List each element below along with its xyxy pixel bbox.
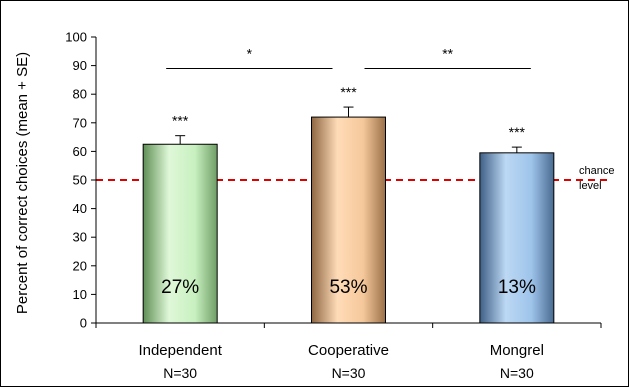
category-label: Independent <box>138 342 222 359</box>
y-tick-label: 10 <box>73 287 87 302</box>
y-tick-label: 40 <box>73 201 87 216</box>
category-sublabel: N=30 <box>332 365 366 381</box>
y-tick-label: 20 <box>73 258 87 273</box>
comparison-brackets: * ** <box>166 45 531 69</box>
category-labels: Independent N=30 Cooperative N=30 Mongrel N=3… <box>138 342 543 381</box>
bar-inner-label: 13% <box>498 277 536 298</box>
category-sublabel: N=30 <box>163 365 197 381</box>
bar-inner-label: 53% <box>329 277 367 298</box>
y-tick-label: 80 <box>73 87 87 102</box>
y-axis-label: Percent of correct choices (mean + SE) <box>14 52 31 314</box>
bar-independent <box>142 143 218 324</box>
bar-inner-label: 27% <box>161 277 199 298</box>
y-tick-label: 90 <box>73 58 87 73</box>
significance-label: *** <box>509 124 526 140</box>
significance-label: *** <box>340 84 357 100</box>
category-label: Mongrel <box>490 342 544 359</box>
bar-mongrel <box>479 152 555 324</box>
y-tick-label: 30 <box>73 230 87 245</box>
y-axis-ticks: 0 10 20 30 40 50 60 70 80 90 100 <box>65 30 602 331</box>
bars: 27% 53% 13% <box>142 116 555 324</box>
y-tick-label: 0 <box>80 316 87 331</box>
significance-label: *** <box>172 113 189 129</box>
error-bars: *** *** *** <box>172 84 526 153</box>
y-tick-label: 50 <box>73 173 87 188</box>
category-label: Cooperative <box>308 342 389 359</box>
comparison-label: ** <box>442 45 453 61</box>
reference-label-line1: chance <box>579 165 614 177</box>
y-tick-label: 60 <box>73 144 87 159</box>
y-tick-label: 100 <box>65 30 87 45</box>
category-sublabel: N=30 <box>500 365 534 381</box>
y-tick-label: 70 <box>73 115 87 130</box>
comparison-label: * <box>247 45 253 61</box>
reference-label-line2: level <box>579 180 602 192</box>
